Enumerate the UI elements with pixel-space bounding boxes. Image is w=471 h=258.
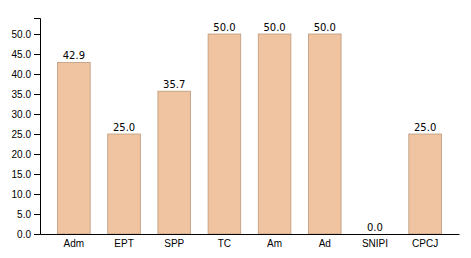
bar [359, 234, 392, 235]
y-tick: 30.0 [12, 109, 40, 120]
bar [409, 134, 442, 234]
y-tick: 15.0 [12, 169, 40, 180]
y-tick-mark [34, 154, 40, 155]
y-axis: 0.0 5.0 10.0 15.0 20.0 25.0 30.0 35.0 40.0 45.0 50… [12, 19, 41, 240]
x-tick: Ad [319, 238, 331, 249]
data-label: 0.0 [367, 222, 383, 233]
y-tick: 5.0 [17, 209, 40, 220]
y-tick-mark [34, 214, 40, 215]
chart: 0.0 5.0 10.0 15.0 20.0 25.0 30.0 35.0 40.0 45.0 50… [0, 0, 471, 258]
bars [58, 34, 442, 234]
x-tick: EPT [114, 238, 133, 249]
y-tick: 40.0 [12, 69, 40, 80]
x-tick-label: SPP [164, 238, 184, 249]
x-tick-label: CPCJ [412, 238, 438, 249]
y-tick-label: 40.0 [12, 69, 32, 80]
y-tick-mark [34, 34, 40, 35]
y-tick-mark [34, 174, 40, 175]
y-axis-line [34, 19, 41, 235]
y-tick-mark [34, 94, 40, 95]
y-tick-mark [34, 194, 40, 195]
y-tick-label: 45.0 [12, 49, 32, 60]
y-tick-label: 5.0 [17, 209, 31, 220]
x-axis: Adm EPT SPP TC Am Ad SNIPI CPCJ [41, 235, 460, 250]
y-tick-label: 50.0 [12, 29, 32, 40]
y-tick-label: 0.0 [17, 229, 31, 240]
x-tick-label: SNIPI [362, 238, 388, 249]
y-tick-mark [34, 74, 40, 75]
y-tick: 20.0 [12, 149, 40, 160]
data-label: 50.0 [314, 22, 336, 33]
data-label: 35.7 [163, 79, 185, 90]
x-tick-label: Ad [319, 238, 331, 249]
y-tick-mark [34, 114, 40, 115]
data-labels: 42.9 25.0 35.7 50.0 50.0 50.0 0.0 25.0 [63, 22, 437, 233]
x-tick-label: TC [218, 238, 231, 249]
x-tick: SNIPI [362, 238, 388, 249]
x-tick: Adm [64, 238, 85, 249]
y-tick-mark [34, 134, 40, 135]
x-axis-line [41, 234, 460, 235]
bar [258, 34, 291, 234]
data-label: 42.9 [63, 50, 85, 61]
y-tick-label: 35.0 [12, 89, 32, 100]
bar [208, 34, 241, 234]
y-tick-label: 25.0 [12, 129, 32, 140]
y-tick-mark [34, 54, 40, 55]
plot: 0.0 5.0 10.0 15.0 20.0 25.0 30.0 35.0 40.0 45.0 50… [12, 19, 460, 250]
y-tick: 10.0 [12, 189, 40, 200]
y-tick-label: 10.0 [12, 189, 32, 200]
y-tick-mark [34, 234, 40, 235]
y-tick-label: 30.0 [12, 109, 32, 120]
bar [108, 134, 141, 234]
x-tick: SPP [164, 238, 184, 249]
y-tick: 50.0 [12, 29, 40, 40]
y-tick: 45.0 [12, 49, 40, 60]
y-tick: 25.0 [12, 129, 40, 140]
x-tick-label: Adm [64, 238, 85, 249]
x-tick-label: EPT [114, 238, 133, 249]
y-tick-label: 20.0 [12, 149, 32, 160]
x-tick-label: Am [267, 238, 282, 249]
data-label: 50.0 [213, 22, 235, 33]
y-tick-label: 15.0 [12, 169, 32, 180]
x-tick: TC [218, 238, 231, 249]
y-tick: 0.0 [17, 229, 40, 240]
data-label: 25.0 [414, 122, 436, 133]
bar [158, 91, 191, 234]
data-label: 25.0 [113, 122, 135, 133]
x-tick: CPCJ [412, 238, 438, 249]
x-tick: Am [267, 238, 282, 249]
y-tick: 35.0 [12, 89, 40, 100]
bar [58, 62, 91, 234]
data-label: 50.0 [263, 22, 285, 33]
bar [308, 34, 341, 234]
